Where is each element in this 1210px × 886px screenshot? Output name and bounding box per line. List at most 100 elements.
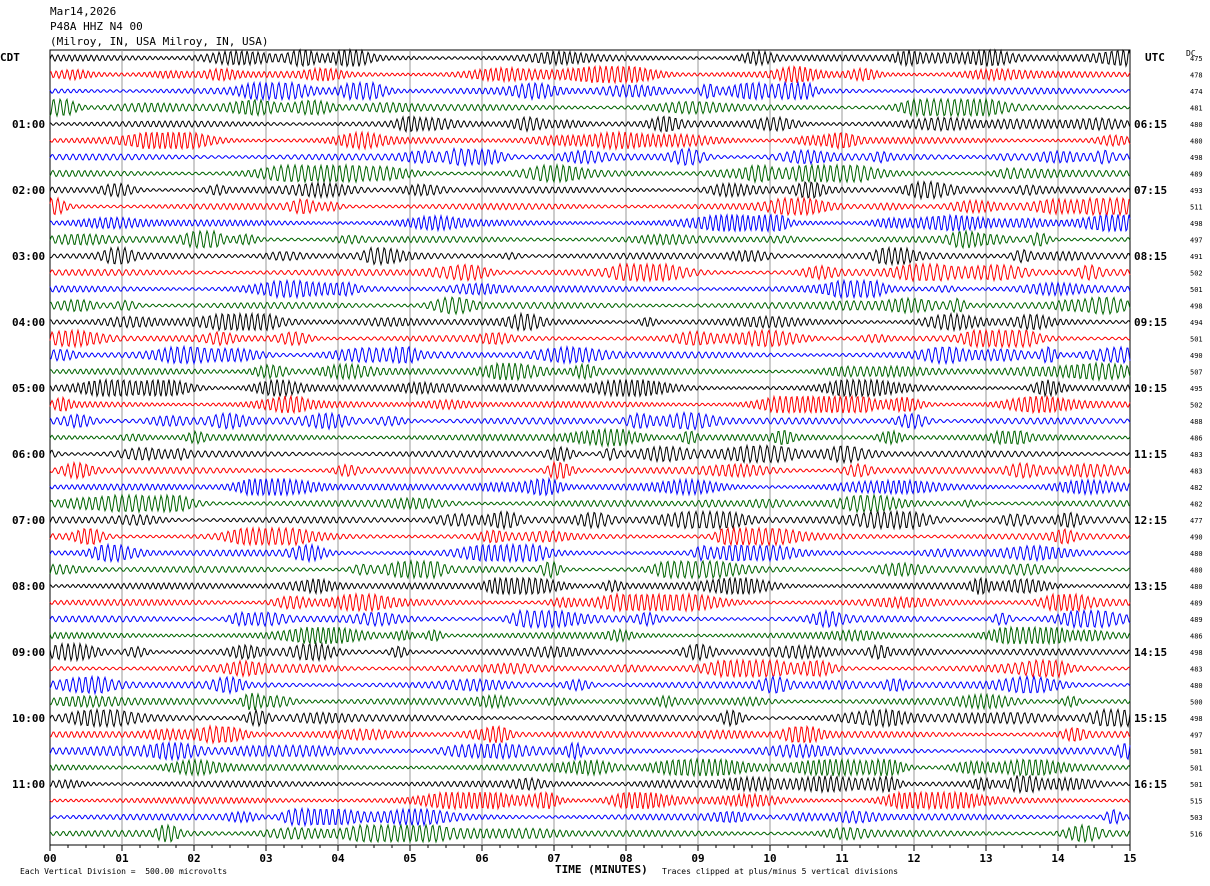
dc-value: 501 — [1190, 336, 1203, 344]
clip-note: Traces clipped at plus/minus 5 vertical … — [662, 867, 899, 876]
x-tick-label: 06 — [475, 852, 489, 865]
trace-33 — [49, 576, 1131, 596]
right-time-label: 11:15 — [1134, 448, 1167, 461]
right-time-label: 08:15 — [1134, 250, 1167, 263]
header-location: (Milroy, IN, USA Milroy, IN, USA) — [50, 35, 269, 48]
dc-value: 494 — [1190, 319, 1203, 327]
dc-value: 497 — [1190, 237, 1203, 245]
dc-value: 489 — [1190, 171, 1203, 179]
trace-24 — [49, 427, 1131, 448]
trace-13 — [49, 245, 1131, 267]
dc-value: 502 — [1190, 402, 1203, 410]
trace-35 — [49, 608, 1131, 630]
trace-3 — [49, 80, 1131, 102]
trace-37 — [49, 641, 1131, 663]
trace-19 — [49, 344, 1131, 366]
left-time-label: 09:00 — [12, 646, 45, 659]
x-axis-label: TIME (MINUTES) — [555, 863, 648, 876]
dc-value: 501 — [1190, 781, 1203, 789]
header-station: P48A HHZ N4 00 — [50, 20, 143, 33]
trace-23 — [49, 410, 1131, 431]
x-tick-label: 05 — [403, 852, 416, 865]
left-time-label: 10:00 — [12, 712, 45, 725]
dc-value: 480 — [1190, 682, 1203, 690]
x-tick-label: 00 — [43, 852, 56, 865]
dc-value: 498 — [1190, 154, 1203, 162]
dc-value: 474 — [1190, 88, 1203, 96]
dc-value: 515 — [1190, 798, 1203, 806]
dc-value: 486 — [1190, 435, 1203, 443]
dc-value: 498 — [1190, 649, 1203, 657]
trace-21 — [49, 377, 1131, 398]
x-tick-label: 01 — [115, 852, 129, 865]
right-time-label: 13:15 — [1134, 580, 1167, 593]
dc-value: 478 — [1190, 72, 1203, 80]
trace-31 — [49, 542, 1131, 564]
left-time-label: 08:00 — [12, 580, 45, 593]
left-time-label: 11:00 — [12, 778, 45, 791]
right-time-label: 14:15 — [1134, 646, 1167, 659]
right-time-label: 07:15 — [1134, 184, 1167, 197]
dc-value: 489 — [1190, 616, 1203, 624]
x-tick-label: 10 — [763, 852, 776, 865]
right-time-label: 10:15 — [1134, 382, 1167, 395]
trace-26 — [49, 460, 1131, 481]
x-tick-label: 13 — [979, 852, 992, 865]
dc-value: 493 — [1190, 187, 1203, 195]
right-axis-title: UTC — [1145, 51, 1165, 64]
trace-38 — [49, 658, 1131, 679]
left-time-label: 05:00 — [12, 382, 45, 395]
trace-39 — [49, 674, 1131, 696]
dc-value: 483 — [1190, 468, 1203, 476]
x-tick-label: 02 — [187, 852, 200, 865]
x-tick-label: 08 — [619, 852, 632, 865]
x-tick-label: 14 — [1051, 852, 1065, 865]
dc-value: 490 — [1190, 534, 1203, 542]
x-tick-label: 04 — [331, 852, 345, 865]
dc-value: 495 — [1190, 385, 1203, 393]
trace-32 — [49, 559, 1131, 580]
trace-42 — [49, 724, 1131, 745]
right-time-label: 09:15 — [1134, 316, 1167, 329]
dc-value: 480 — [1190, 138, 1203, 146]
trace-41 — [49, 707, 1131, 729]
dc-value: 483 — [1190, 451, 1203, 459]
dc-value: 497 — [1190, 732, 1203, 740]
trace-6 — [49, 130, 1131, 151]
dc-value: 501 — [1190, 286, 1203, 294]
dc-value: 482 — [1190, 484, 1203, 492]
dc-value: 516 — [1190, 831, 1203, 839]
left-time-label: 02:00 — [12, 184, 45, 197]
trace-43 — [49, 740, 1131, 762]
trace-7 — [49, 146, 1131, 168]
dc-value: 501 — [1190, 748, 1203, 756]
dc-value: 498 — [1190, 220, 1203, 228]
right-time-label: 16:15 — [1134, 778, 1167, 791]
trace-34 — [49, 592, 1131, 613]
dc-value: 511 — [1190, 204, 1203, 212]
trace-47 — [49, 806, 1131, 828]
trace-10 — [49, 196, 1131, 217]
dc-value: 498 — [1190, 715, 1203, 723]
right-time-label: 12:15 — [1134, 514, 1167, 527]
trace-45 — [49, 774, 1131, 795]
scale-note: Each Vertical Division = 500.00 microvol… — [20, 867, 228, 876]
left-time-label: 07:00 — [12, 514, 45, 527]
trace-8 — [49, 163, 1131, 184]
left-axis-title: CDT — [0, 51, 20, 64]
dc-value: 490 — [1190, 352, 1203, 360]
dc-value: 477 — [1190, 517, 1203, 525]
right-time-label: 15:15 — [1134, 712, 1167, 725]
dc-value: 486 — [1190, 633, 1203, 641]
trace-16 — [49, 296, 1131, 316]
dc-value: 480 — [1190, 567, 1203, 575]
trace-5 — [49, 115, 1131, 133]
trace-40 — [49, 692, 1131, 711]
trace-2 — [49, 64, 1131, 85]
trace-48 — [49, 823, 1131, 844]
dc-title: DC — [1186, 49, 1196, 58]
dc-value: 481 — [1190, 105, 1203, 113]
trace-27 — [49, 476, 1131, 497]
trace-28 — [49, 493, 1131, 514]
